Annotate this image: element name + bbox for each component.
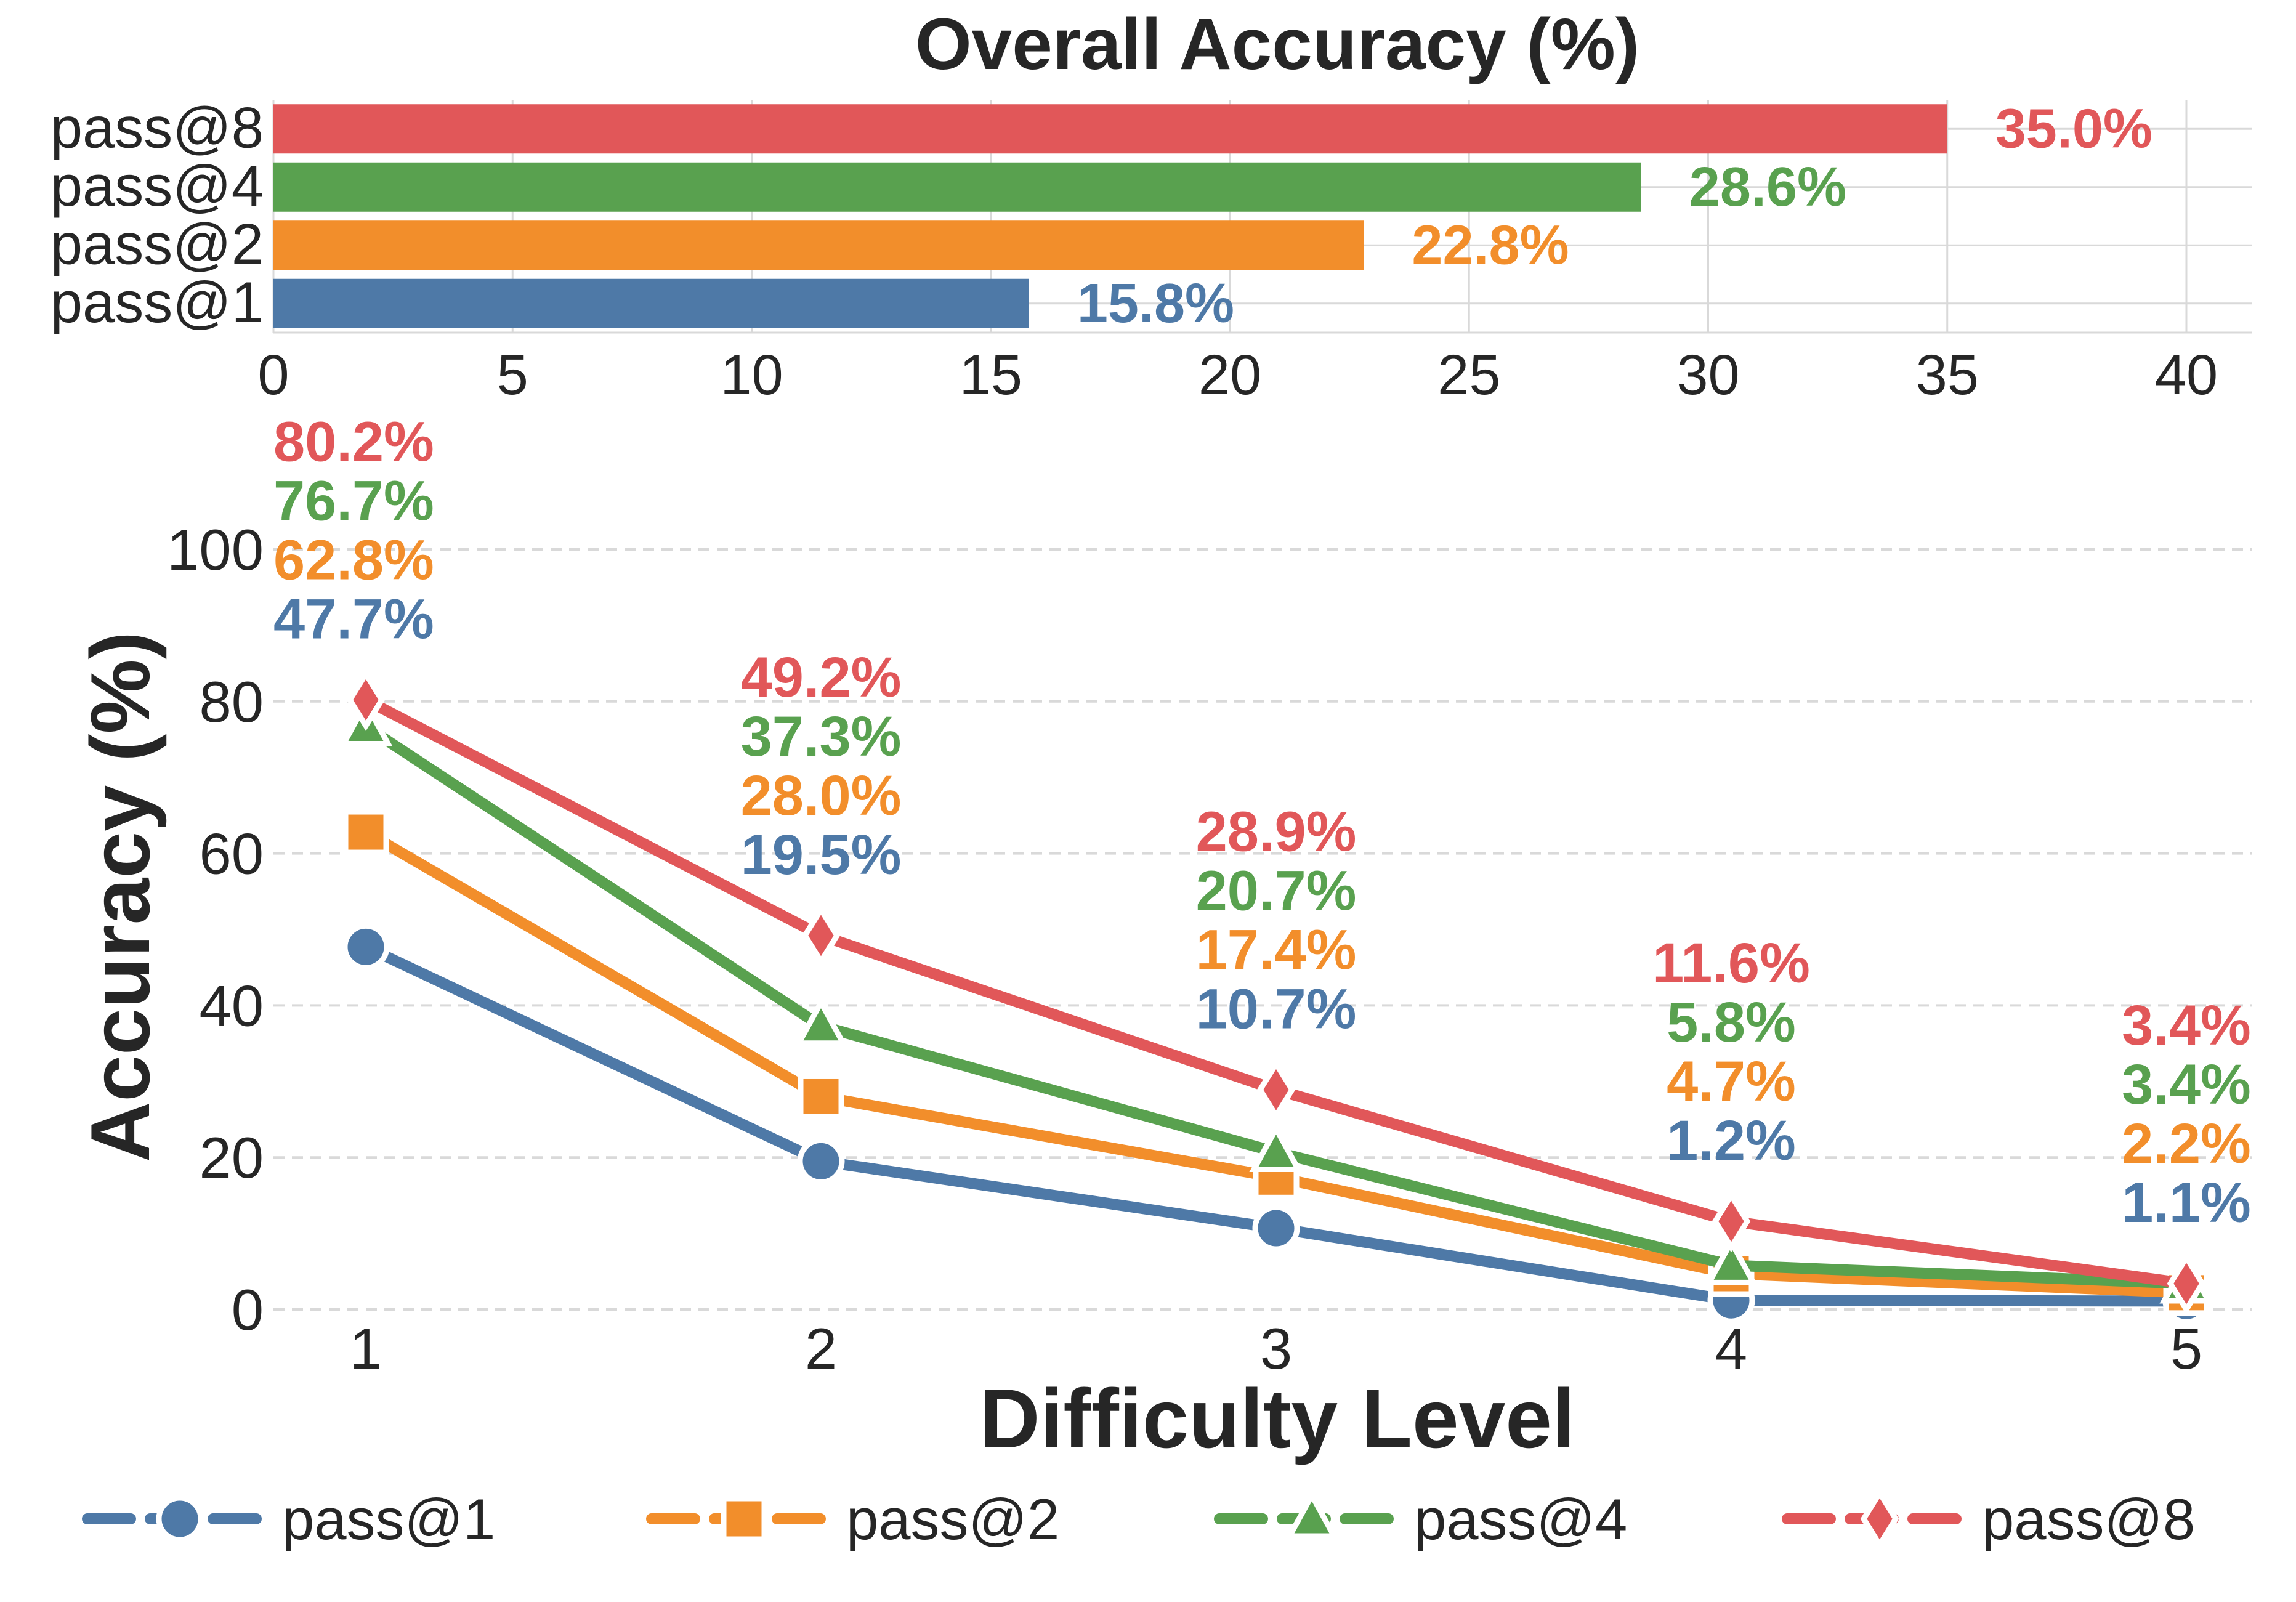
legend-label: pass@4 (1414, 1487, 1627, 1551)
data-point-pass@8 (2167, 1252, 2206, 1315)
x-tick-label: 4 (1715, 1316, 1747, 1381)
bar-pass@8 (273, 104, 1947, 154)
data-label-pass@4: 37.3% (741, 705, 902, 768)
data-label-pass@4: 76.7% (273, 469, 434, 532)
data-point-pass@2 (342, 809, 389, 856)
line-chart-y-ticks: 0 20 40 60 80 100 (167, 517, 264, 1342)
data-label-pass@1: 47.7% (273, 588, 434, 650)
data-point-pass@1 (342, 923, 390, 971)
data-label-pass@8: 49.2% (741, 646, 902, 709)
legend-label: pass@8 (1982, 1487, 2195, 1551)
x-tick-label: 3 (1260, 1316, 1292, 1381)
bar-x-tick-label: 20 (1199, 344, 1261, 407)
x-tick-label: 2 (805, 1316, 837, 1381)
data-point-pass@8 (801, 904, 841, 967)
data-point-pass@8 (1256, 1058, 1296, 1121)
data-label-pass@8: 28.9% (1196, 800, 1357, 863)
y-tick-label: 0 (232, 1277, 264, 1342)
legend-marker-diamond (1860, 1487, 1899, 1550)
data-point-pass@2 (798, 1073, 844, 1120)
legend-label: pass@1 (282, 1487, 495, 1551)
bar-category-label: pass@8 (51, 95, 264, 160)
legend-marker-triangle (1285, 1489, 1339, 1539)
series-pass@8 (346, 668, 2206, 1315)
legend-item-pass@2: pass@2 (646, 1487, 1059, 1551)
data-label-pass@4: 3.4% (2122, 1053, 2251, 1116)
bar-category-label: pass@4 (51, 153, 264, 218)
bar-x-tick-label: 15 (960, 344, 1022, 407)
bar-pass@4 (273, 162, 1641, 212)
bar-x-tick-label: 30 (1676, 344, 1739, 407)
bar-value-label: 28.6% (1689, 156, 1846, 218)
legend-marker-square (721, 1495, 767, 1542)
data-label-pass@8: 11.6% (1652, 932, 1810, 995)
x-tick-label: 5 (2170, 1316, 2202, 1381)
bar-x-tick-label: 0 (257, 344, 289, 407)
bar-pass@2 (273, 220, 1364, 270)
data-label-pass@1: 10.7% (1196, 977, 1357, 1040)
data-label-pass@2: 28.0% (741, 764, 902, 827)
data-label-pass@4: 5.8% (1667, 991, 1796, 1054)
data-label-pass@2: 62.8% (273, 528, 434, 591)
x-tick-label: 1 (350, 1316, 382, 1381)
legend-marker-circle (156, 1495, 204, 1543)
bar-x-tick-label: 5 (497, 344, 528, 407)
data-label-pass@8: 3.4% (2122, 994, 2251, 1057)
data-label-pass@1: 19.5% (741, 823, 902, 886)
data-point-pass@4 (794, 997, 848, 1046)
line-chart-x-ticks: 1 2 3 4 5 (350, 1316, 2202, 1381)
bar-value-label: 15.8% (1077, 273, 1234, 334)
data-label-pass@2: 4.7% (1667, 1050, 1796, 1113)
y-axis-label: Accuracy (%) (73, 631, 167, 1162)
legend-label: pass@2 (846, 1487, 1059, 1551)
bar-category-label: pass@1 (51, 270, 264, 334)
data-point-pass@1 (797, 1137, 845, 1185)
overall-accuracy-bar-chart: Overall Accuracy (%) pass@1pass@2pass@4p… (51, 4, 2252, 407)
bar-x-tick-label: 10 (720, 344, 783, 407)
bar-chart-title: Overall Accuracy (%) (915, 4, 1639, 85)
legend-item-pass@1: pass@1 (82, 1487, 495, 1551)
bar-x-tick-label: 40 (2155, 344, 2218, 407)
legend-item-pass@8: pass@8 (1782, 1487, 2195, 1551)
bar-pass@1 (273, 278, 1029, 328)
bar-x-tick-label: 25 (1437, 344, 1500, 407)
data-label-pass@1: 1.2% (1667, 1109, 1796, 1172)
bar-chart-bars (273, 104, 1947, 328)
data-label-pass@4: 20.7% (1196, 859, 1357, 922)
line-chart-data-labels: 47.7%62.8%76.7%80.2% 19.5%28.0%37.3%49.2%… (273, 410, 2251, 1234)
legend-item-pass@4: pass@4 (1214, 1487, 1627, 1551)
y-tick-label: 80 (199, 670, 264, 734)
bar-category-label: pass@2 (51, 211, 264, 276)
accuracy-by-difficulty-line-chart: 0 20 40 60 80 100 1 2 3 4 5 47.7%62.8%76.7%80.2% 1… (73, 410, 2252, 1465)
data-point-pass@4 (1704, 1236, 1758, 1285)
y-tick-label: 20 (199, 1125, 264, 1190)
data-point-pass@1 (1252, 1204, 1300, 1252)
bar-chart-x-ticks: 0 5 10 15 20 25 30 35 40 (257, 344, 2218, 407)
line-chart-series (339, 668, 2213, 1325)
bar-value-label: 35.0% (1995, 98, 2152, 160)
x-axis-label: Difficulty Level (979, 1372, 1575, 1465)
y-tick-label: 40 (199, 973, 264, 1038)
data-point-pass@4 (1249, 1123, 1303, 1173)
data-label-pass@1: 1.1% (2122, 1171, 2251, 1234)
bar-value-label: 22.8% (1412, 214, 1569, 276)
y-tick-label: 100 (167, 517, 264, 582)
data-point-pass@8 (1712, 1190, 1751, 1253)
data-label-pass@8: 80.2% (273, 410, 434, 473)
chart-legend: pass@1 pass@2 pass@4 pass@8 (82, 1487, 2195, 1551)
data-label-pass@2: 2.2% (2122, 1112, 2251, 1175)
bar-x-tick-label: 35 (1916, 344, 1979, 407)
bar-chart-value-labels: 15.8% 22.8% 28.6% 35.0% (1077, 98, 2152, 334)
y-tick-label: 60 (199, 822, 264, 886)
data-point-pass@8 (346, 668, 386, 731)
data-label-pass@2: 17.4% (1196, 918, 1357, 981)
